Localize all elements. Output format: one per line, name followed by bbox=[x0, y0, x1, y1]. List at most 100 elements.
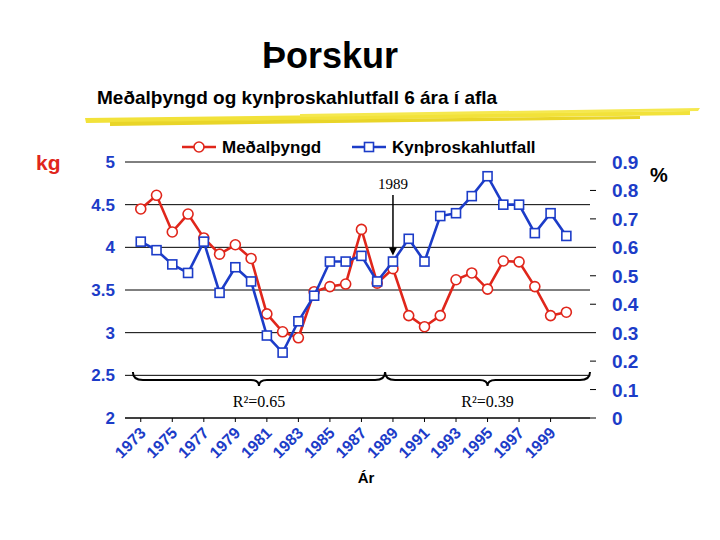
y2-tick-label: 0.1 bbox=[612, 380, 639, 401]
y2-tick bbox=[590, 247, 596, 248]
data-point bbox=[546, 209, 555, 218]
data-point bbox=[452, 209, 461, 218]
data-point bbox=[152, 246, 161, 255]
data-point bbox=[184, 268, 193, 277]
grid-line bbox=[125, 290, 590, 291]
data-point bbox=[325, 282, 335, 292]
annotation: 1989 bbox=[378, 176, 408, 192]
data-point bbox=[373, 277, 382, 286]
y2-axis-label: % bbox=[650, 164, 668, 186]
x-tick bbox=[519, 418, 520, 422]
data-point bbox=[136, 204, 146, 214]
data-point bbox=[357, 251, 366, 260]
annotation-arrow bbox=[392, 195, 394, 250]
y2-tick-label: 0.7 bbox=[612, 209, 638, 230]
data-point bbox=[514, 257, 524, 267]
data-point bbox=[310, 291, 319, 300]
series-line bbox=[141, 176, 567, 352]
y-tick-label: 3.5 bbox=[91, 281, 115, 300]
y-tick-label: 4.5 bbox=[91, 196, 115, 215]
x-tick bbox=[266, 418, 267, 422]
data-point bbox=[168, 260, 177, 269]
y2-tick bbox=[590, 275, 596, 276]
x-tick-label: 1993 bbox=[427, 424, 464, 461]
data-point bbox=[419, 322, 429, 332]
y2-tick bbox=[590, 218, 596, 219]
y2-tick-label: 0.2 bbox=[612, 351, 638, 372]
data-point bbox=[278, 348, 287, 357]
data-point bbox=[341, 257, 350, 266]
data-point bbox=[530, 282, 540, 292]
y2-tick bbox=[590, 389, 596, 390]
x-tick bbox=[329, 418, 330, 422]
data-point bbox=[483, 284, 493, 294]
x-tick bbox=[424, 418, 425, 422]
data-point bbox=[199, 237, 208, 246]
y2-tick-label: 0.6 bbox=[612, 237, 638, 258]
y2-tick-label: 0.4 bbox=[612, 294, 639, 315]
y2-tick-label: 0.9 bbox=[612, 152, 638, 173]
subtitle: Meðalþyngd og kynþroskahlutfall 6 ára í … bbox=[97, 87, 498, 108]
data-point bbox=[435, 311, 445, 321]
data-point bbox=[183, 209, 193, 219]
x-tick-label: 1983 bbox=[269, 424, 306, 461]
annotation: R²=0.65 bbox=[233, 393, 286, 410]
y2-tick-label: 0.5 bbox=[612, 266, 639, 287]
grid-line bbox=[125, 418, 590, 419]
x-tick-label: 1973 bbox=[112, 424, 149, 461]
legend-label: Kynþroskahlutfall bbox=[392, 138, 536, 157]
x-tick-label: 1991 bbox=[395, 424, 432, 461]
data-point bbox=[247, 277, 256, 286]
chart: Þorskur Meðalþyngd og kynþroskahlutfall 6… bbox=[0, 0, 720, 540]
y2-tick-label: 0.3 bbox=[612, 323, 638, 344]
highlighter-stroke bbox=[110, 116, 640, 126]
annotation-brace bbox=[385, 372, 590, 386]
data-point bbox=[483, 172, 492, 181]
data-point bbox=[278, 327, 288, 337]
data-point bbox=[341, 279, 351, 289]
x-tick bbox=[298, 418, 299, 422]
x-tick-label: 1995 bbox=[458, 424, 495, 461]
x-tick bbox=[361, 418, 362, 422]
title: Þorskur bbox=[262, 35, 398, 76]
x-tick-label: 1997 bbox=[490, 424, 527, 461]
x-tick-label: 1975 bbox=[143, 424, 180, 461]
y2-tick bbox=[590, 190, 596, 191]
y2-tick-label: 0.8 bbox=[612, 180, 638, 201]
data-point bbox=[262, 331, 271, 340]
x-tick-label: 1989 bbox=[364, 424, 401, 461]
data-point bbox=[136, 237, 145, 246]
annotation-brace bbox=[133, 372, 385, 386]
x-tick bbox=[487, 418, 488, 422]
x-axis-label: Ár bbox=[358, 469, 375, 486]
data-point bbox=[498, 256, 508, 266]
grid-line bbox=[125, 375, 590, 376]
data-point bbox=[546, 311, 556, 321]
data-point bbox=[530, 229, 539, 238]
y-tick-label: 2.5 bbox=[91, 366, 115, 385]
plot-data bbox=[136, 172, 572, 357]
y2-tick-label: 0 bbox=[612, 408, 623, 429]
x-tick-label: 1999 bbox=[522, 424, 559, 461]
grid-line bbox=[125, 162, 590, 163]
y2-tick bbox=[590, 361, 596, 362]
data-point bbox=[467, 268, 477, 278]
data-point bbox=[356, 224, 366, 234]
y2-tick bbox=[590, 162, 596, 163]
legend-label: Meðalþyngd bbox=[222, 138, 321, 157]
data-point bbox=[215, 249, 225, 259]
x-tick-label: 1981 bbox=[238, 424, 275, 461]
data-point bbox=[215, 288, 224, 297]
x-tick-label: 1985 bbox=[301, 424, 338, 461]
y2-tick bbox=[590, 332, 596, 333]
data-point bbox=[467, 192, 476, 201]
y-tick-label: 2 bbox=[106, 409, 115, 428]
y2-tick bbox=[590, 418, 596, 419]
data-point bbox=[294, 317, 303, 326]
data-point bbox=[451, 275, 461, 285]
data-point bbox=[388, 257, 397, 266]
legend-marker bbox=[365, 143, 374, 152]
x-tick bbox=[172, 418, 173, 422]
x-tick-label: 1979 bbox=[206, 424, 243, 461]
y-tick-label: 5 bbox=[106, 153, 115, 172]
